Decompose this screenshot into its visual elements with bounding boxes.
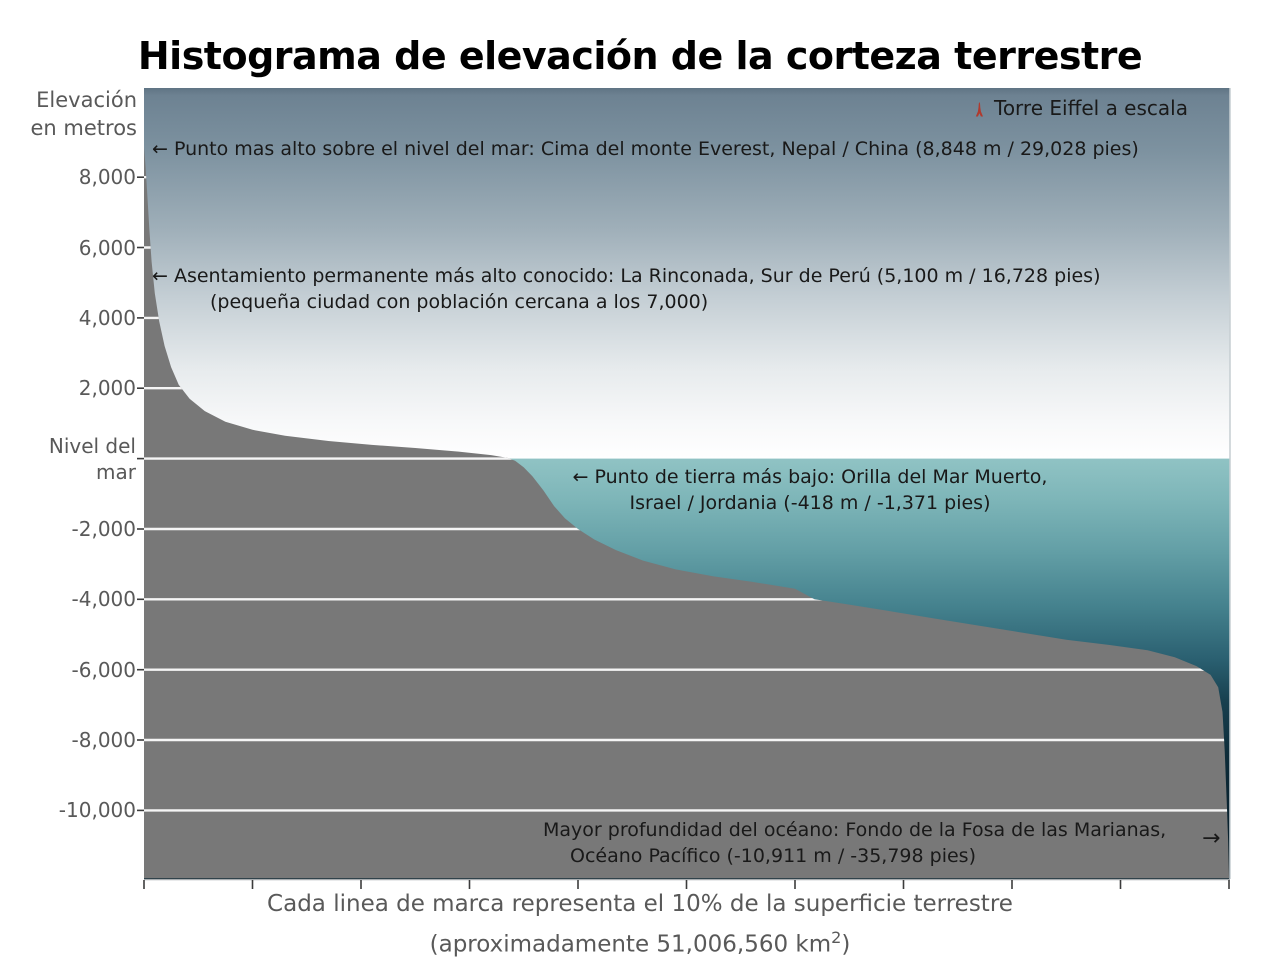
y-axis-label: Elevación en metros xyxy=(0,86,137,142)
annotation-la-rinconada-line2: (pequeña ciudad con población cercana a … xyxy=(210,291,709,313)
x-axis-caption: Cada linea de marca representa el 10% de… xyxy=(0,888,1280,962)
y-axis-label-line1: Elevación xyxy=(36,88,137,112)
y-tick-label: 6,000 xyxy=(78,235,136,260)
y-tick-label: 4,000 xyxy=(78,305,136,330)
x-axis-ticks xyxy=(143,880,1230,889)
annotation-everest-text: ← Punto mas alto sobre el nivel del mar:… xyxy=(152,138,1139,160)
y-axis-ticks xyxy=(137,176,144,812)
annotation-everest: ← Punto mas alto sobre el nivel del mar:… xyxy=(152,137,1139,161)
caption-line2-text: (aproximadamente 51,006,560 km xyxy=(429,931,832,958)
y-tick-label: Nivel del mar xyxy=(48,433,136,484)
y-tick-label: -2,000 xyxy=(71,516,136,541)
eiffel-tower-icon xyxy=(975,102,983,117)
y-tick-label: -4,000 xyxy=(71,587,136,612)
annotation-mariana-line1: Mayor profundidad del océano: Fondo de l… xyxy=(543,819,1167,841)
sky-gradient-background xyxy=(144,88,1230,459)
annotation-mariana-line2: Océano Pacífico (-10,911 m / -35,798 pie… xyxy=(570,845,976,867)
annotation-la-rinconada-line1: ← Asentamiento permanente más alto conoc… xyxy=(152,265,1101,287)
crust-area-silhouette xyxy=(144,147,1229,878)
caption-superscript: 2 xyxy=(831,928,842,947)
caption-line2-close: ) xyxy=(841,931,851,958)
eiffel-scale-label: Torre Eiffel a escala xyxy=(994,96,1188,120)
annotation-dead-sea-line1: ← Punto de tierra más bajo: Orilla del M… xyxy=(572,466,1048,488)
mariana-trench-arrow-icon: → xyxy=(1202,826,1221,851)
y-tick-label: 2,000 xyxy=(78,376,136,401)
y-tick-label: -6,000 xyxy=(71,657,136,682)
x-axis-caption-line2: (aproximadamente 51,006,560 km2) xyxy=(0,921,1280,962)
annotation-dead-sea: ← Punto de tierra más bajo: Orilla del M… xyxy=(545,464,1075,516)
annotation-la-rinconada: ← Asentamiento permanente más alto conoc… xyxy=(152,263,1101,315)
annotation-mariana-trench: Mayor profundidad del océano: Fondo de l… xyxy=(543,817,1166,869)
annotation-dead-sea-line2: Israel / Jordania (-418 m / -1,371 pies) xyxy=(629,492,991,514)
y-tick-label: -8,000 xyxy=(71,728,136,752)
y-tick-label: 8,000 xyxy=(78,165,136,190)
x-axis-caption-line1: Cada linea de marca representa el 10% de… xyxy=(267,891,1013,917)
y-tick-label: -10,000 xyxy=(58,798,136,823)
chart-title: Histograma de elevación de la corteza te… xyxy=(137,34,1143,78)
y-axis-label-line2: en metros xyxy=(30,116,137,140)
